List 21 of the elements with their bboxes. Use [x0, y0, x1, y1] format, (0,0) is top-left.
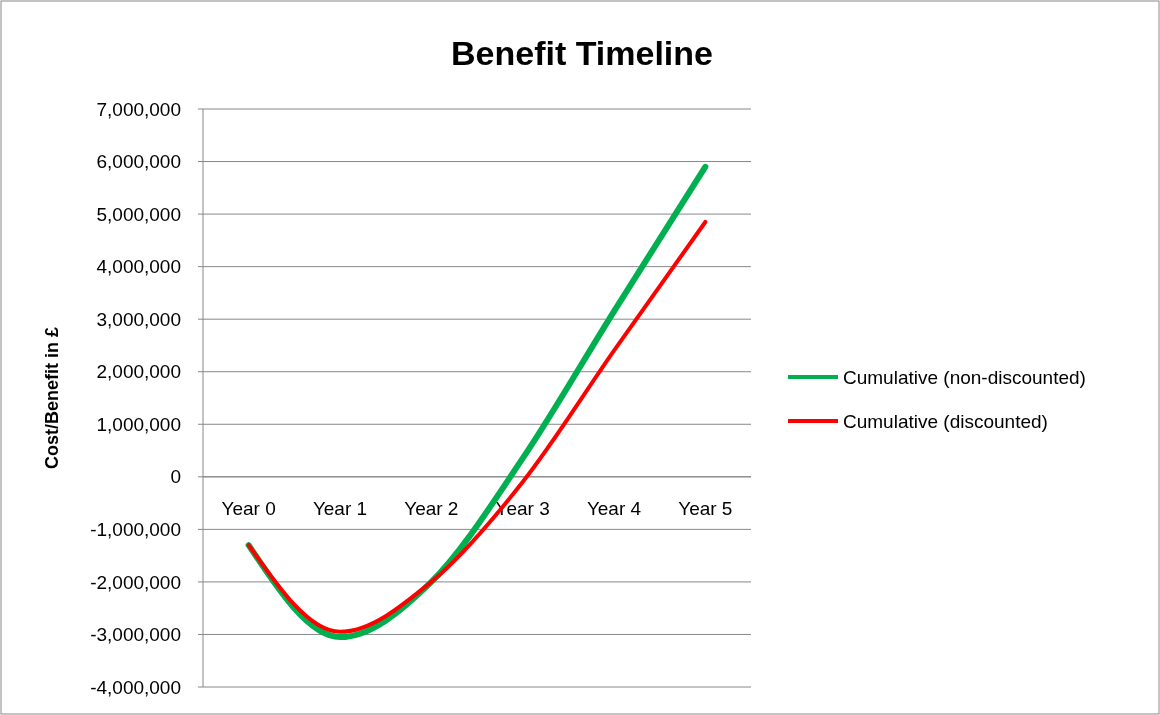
x-tick-label: Year 2	[404, 497, 459, 519]
y-tick-label: 0	[170, 466, 181, 488]
y-axis-title: Cost/Benefit in £	[42, 326, 62, 470]
legend-label: Cumulative (non-discounted)	[843, 366, 1086, 388]
x-tick-label: Year 0	[221, 497, 276, 519]
y-tick-label: 3,000,000	[96, 308, 181, 330]
x-tick-label: Year 1	[312, 497, 368, 519]
y-tick-label: 4,000,000	[96, 256, 181, 278]
legend-label: Cumulative (discounted)	[843, 410, 1048, 432]
y-tick-label: -3,000,000	[90, 624, 181, 646]
y-tick-label: 7,000,000	[96, 98, 181, 120]
x-tick-label: Year 5	[678, 497, 733, 519]
y-tick-label: 5,000,000	[96, 203, 181, 225]
y-tick-label: 2,000,000	[96, 361, 181, 383]
y-tick-label: 1,000,000	[96, 413, 181, 435]
chart-title: Benefit Timeline	[451, 34, 713, 72]
y-tick-label: -2,000,000	[90, 571, 181, 593]
x-tick-label: Year 4	[586, 497, 642, 519]
y-tick-label: 6,000,000	[96, 151, 181, 173]
y-tick-label: -1,000,000	[90, 519, 181, 541]
y-tick-label: -4,000,000	[90, 676, 181, 698]
